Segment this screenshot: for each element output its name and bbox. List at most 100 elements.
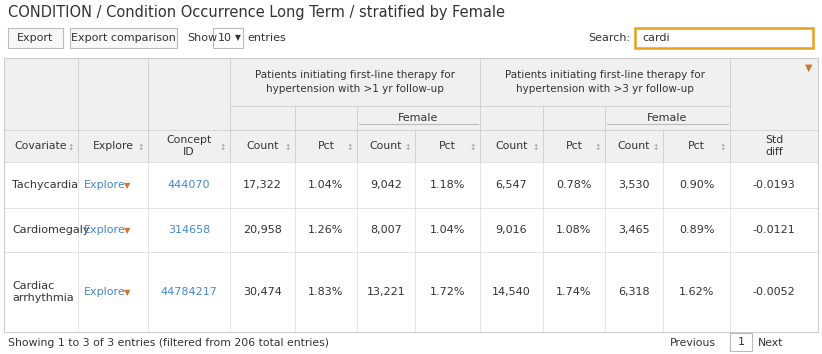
Bar [78, 252, 148, 332]
Text: 314658: 314658 [168, 225, 210, 235]
Bar [543, 252, 605, 332]
Text: ▼: ▼ [124, 289, 130, 297]
Bar [230, 208, 295, 252]
Text: 1: 1 [737, 337, 745, 347]
Text: Count: Count [496, 141, 528, 151]
Bar [148, 208, 230, 252]
Text: 1.04%: 1.04% [430, 225, 465, 235]
Text: 0.78%: 0.78% [556, 180, 592, 190]
Text: 1.62%: 1.62% [679, 287, 714, 297]
Bar [4, 162, 818, 208]
Text: 30,474: 30,474 [243, 287, 282, 297]
Bar [78, 162, 148, 208]
Text: 13,221: 13,221 [367, 287, 405, 297]
Text: Female: Female [399, 113, 439, 123]
Text: Explore: Explore [84, 225, 126, 235]
Text: 1.08%: 1.08% [556, 225, 592, 235]
Text: Count: Count [618, 141, 650, 151]
Bar [4, 58, 818, 162]
Text: 1.72%: 1.72% [430, 287, 465, 297]
Bar [415, 208, 480, 252]
Bar [78, 130, 148, 162]
Bar [295, 106, 357, 130]
Text: Explore: Explore [93, 141, 133, 151]
Text: Previous: Previous [670, 338, 716, 348]
Bar [357, 162, 415, 208]
Bar [663, 130, 730, 162]
Text: Pct: Pct [439, 141, 456, 151]
Text: Std
diff: Std diff [765, 135, 783, 157]
Text: Covariate: Covariate [15, 141, 67, 151]
Bar [415, 162, 480, 208]
Bar [543, 162, 605, 208]
Text: ↕: ↕ [219, 143, 226, 153]
Bar [605, 208, 663, 252]
Text: ↕: ↕ [533, 143, 539, 153]
Bar [605, 106, 730, 130]
Bar [480, 106, 543, 130]
Text: ↕: ↕ [284, 143, 291, 153]
Text: Count: Count [247, 141, 279, 151]
Bar [4, 252, 818, 332]
Text: Next: Next [758, 338, 783, 348]
Text: ↕: ↕ [595, 143, 601, 153]
Text: Search:: Search: [588, 33, 630, 43]
Bar [295, 130, 357, 162]
Bar [148, 130, 230, 162]
Text: CONDITION / Condition Occurrence Long Term / stratified by Female: CONDITION / Condition Occurrence Long Te… [8, 6, 505, 21]
Bar [663, 208, 730, 252]
Bar [730, 208, 818, 252]
Text: Showing 1 to 3 of 3 entries (filtered from 206 total entries): Showing 1 to 3 of 3 entries (filtered fr… [8, 338, 329, 348]
Bar [4, 252, 78, 332]
Text: 0.89%: 0.89% [679, 225, 714, 235]
Bar [605, 130, 663, 162]
Text: ▼: ▼ [806, 63, 813, 73]
Text: Show: Show [187, 33, 217, 43]
Bar [4, 58, 78, 162]
Text: ↕: ↕ [67, 143, 74, 153]
Text: ↕: ↕ [653, 143, 659, 153]
Text: ↕: ↕ [404, 143, 411, 153]
Bar [480, 252, 543, 332]
Bar [148, 162, 230, 208]
Bar [480, 130, 543, 162]
Text: Pct: Pct [566, 141, 583, 151]
Bar [230, 58, 480, 106]
Text: 1.74%: 1.74% [556, 287, 592, 297]
Bar [543, 106, 605, 130]
Text: Patients initiating first-line therapy for
hypertension with >1 yr follow-up: Patients initiating first-line therapy f… [255, 70, 455, 93]
Text: ↕: ↕ [138, 143, 144, 153]
Text: 44784217: 44784217 [160, 287, 218, 297]
Bar [730, 252, 818, 332]
Bar [230, 252, 295, 332]
Text: 3,465: 3,465 [618, 225, 650, 235]
Text: 9,016: 9,016 [496, 225, 527, 235]
Bar [4, 58, 818, 332]
Text: ↕: ↕ [470, 143, 476, 153]
Bar [148, 252, 230, 332]
Bar [148, 58, 230, 162]
Bar [543, 208, 605, 252]
Bar [70, 28, 177, 48]
Text: ↕: ↕ [347, 143, 353, 153]
Text: 3,530: 3,530 [618, 180, 649, 190]
Text: 8,007: 8,007 [370, 225, 402, 235]
Bar [635, 28, 813, 48]
Text: Patients initiating first-line therapy for
hypertension with >3 yr follow-up: Patients initiating first-line therapy f… [505, 70, 705, 93]
Text: 6,318: 6,318 [618, 287, 650, 297]
Bar [357, 130, 415, 162]
Bar [78, 208, 148, 252]
Text: Explore: Explore [84, 180, 126, 190]
Text: Female: Female [647, 113, 688, 123]
Bar [4, 208, 818, 252]
Bar [730, 130, 818, 162]
Bar [357, 208, 415, 252]
Bar [730, 333, 752, 351]
Text: 0.90%: 0.90% [679, 180, 714, 190]
Text: -0.0193: -0.0193 [753, 180, 796, 190]
Text: Pct: Pct [688, 141, 705, 151]
Text: Explore: Explore [84, 287, 126, 297]
Bar [730, 58, 818, 162]
Bar [605, 252, 663, 332]
Bar [230, 162, 295, 208]
